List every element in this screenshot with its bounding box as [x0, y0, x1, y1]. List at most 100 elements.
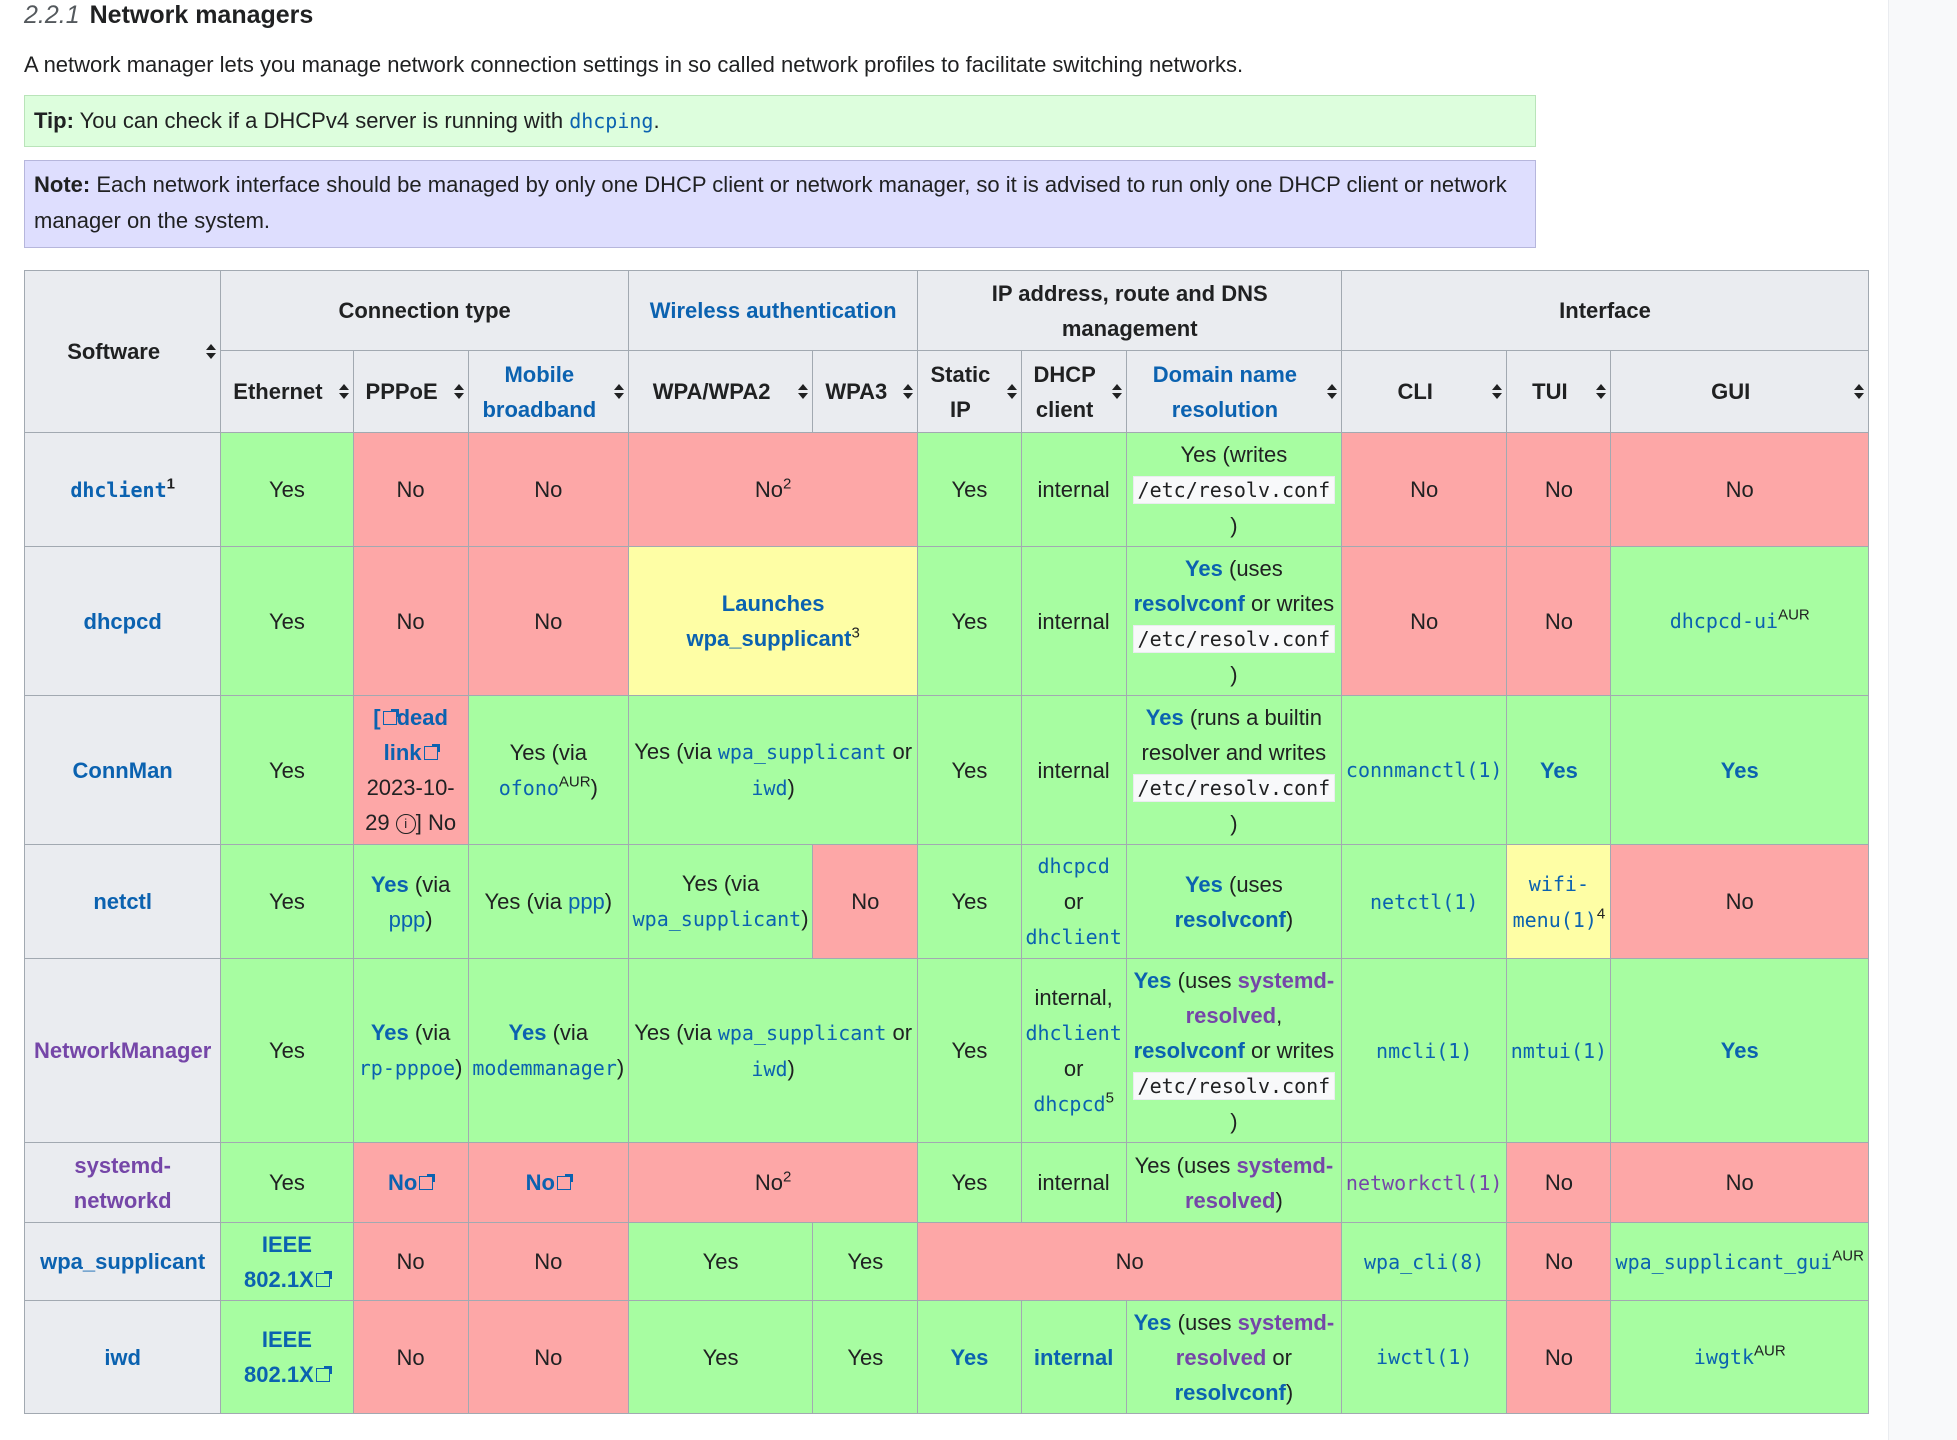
footnote-ref[interactable]: 4 [1596, 905, 1606, 923]
footnote-ref[interactable]: 3 [851, 624, 860, 642]
col-pppoe-header[interactable]: PPPoE [352, 350, 469, 433]
aur-badge[interactable]: AUR [558, 773, 591, 791]
netctl-man-link[interactable]: netctl(1) [1370, 889, 1479, 914]
footnote-ref[interactable]: 2 [783, 475, 792, 493]
aur-badge[interactable]: AUR [1832, 1247, 1864, 1265]
rp-pppoe-link[interactable]: rp-pppoe [358, 1056, 456, 1080]
wpa-cli-link[interactable]: wpa_cli(8) [1363, 1249, 1485, 1274]
sort-icon[interactable] [338, 383, 350, 400]
sort-icon[interactable] [1853, 383, 1865, 400]
cell-gui[interactable]: iwgtkAUR [1610, 1300, 1869, 1414]
footnote-ref[interactable]: 5 [1105, 1089, 1114, 1107]
wpa-supplicant-link[interactable]: wpa_supplicant [717, 1020, 887, 1045]
iwd-link[interactable]: iwd [104, 1344, 141, 1370]
ppp-link[interactable]: ppp [388, 906, 426, 932]
col-dns-header[interactable]: Domain name resolution [1125, 350, 1343, 433]
systemd-resolved-link[interactable]: systemd-resolved [1185, 967, 1335, 1028]
dns-link[interactable]: Domain name resolution [1152, 361, 1297, 422]
col-wpa2-header[interactable]: WPA/WPA2 [627, 350, 814, 433]
resolvconf-link[interactable]: resolvconf [1133, 1037, 1245, 1063]
wifi-menu-link[interactable]: wifi-menu(1) [1512, 871, 1597, 932]
sort-icon[interactable] [1111, 383, 1123, 400]
col-static-ip-header[interactable]: Static IP [917, 350, 1022, 433]
dhclient-link[interactable]: dhclient [1025, 925, 1122, 949]
netctl-link[interactable]: netctl [93, 889, 152, 914]
sort-icon[interactable] [1595, 383, 1607, 400]
dhcpcd-link[interactable]: dhcpcd [1037, 854, 1110, 878]
col-tui-header[interactable]: TUI [1506, 350, 1612, 433]
dhcpcd-link[interactable]: dhcpcd [83, 608, 162, 634]
cell-cli[interactable]: wpa_cli(8) [1341, 1222, 1508, 1301]
software-dhcpcd[interactable]: dhcpcd [23, 546, 222, 696]
cell-gui[interactable]: dhcpcd-uiAUR [1610, 546, 1869, 696]
software-networkd[interactable]: systemd-networkd [23, 1142, 222, 1223]
wpa-supplicant-gui-link[interactable]: wpa_supplicant_gui [1615, 1249, 1833, 1274]
software-netctl[interactable]: netctl [23, 844, 222, 959]
cell-cli[interactable]: iwctl(1) [1341, 1300, 1508, 1414]
nmtui-link[interactable]: nmtui(1) [1510, 1038, 1608, 1063]
sort-icon[interactable] [1491, 383, 1503, 400]
col-dhcp-client-header[interactable]: DHCP client [1020, 350, 1127, 433]
cell-wireless[interactable]: Launches wpa_supplicant3 [627, 546, 919, 696]
col-cli-header[interactable]: CLI [1341, 350, 1508, 433]
col-wpa3-header[interactable]: WPA3 [812, 350, 919, 433]
cell-cli[interactable]: networkctl(1) [1341, 1142, 1508, 1223]
software-networkmanager[interactable]: NetworkManager [23, 958, 222, 1143]
cell-dhcp-client[interactable]: internal [1020, 1300, 1127, 1414]
cell-static-ip[interactable]: Yes [917, 1300, 1022, 1414]
ofono-link[interactable]: ofono [498, 775, 559, 800]
col-ethernet-header[interactable]: Ethernet [220, 350, 354, 433]
cell-cli[interactable]: netctl(1) [1341, 844, 1508, 959]
dhcping-link[interactable]: dhcping [569, 109, 654, 133]
cell-pppoe[interactable]: No [352, 1142, 469, 1223]
footnote-ref[interactable]: 2 [783, 1168, 792, 1186]
sort-icon[interactable] [1006, 383, 1018, 400]
dhclient-link[interactable]: dhclient [1025, 1020, 1122, 1045]
sort-icon[interactable] [797, 383, 809, 400]
sort-icon[interactable] [1326, 383, 1338, 400]
aur-badge[interactable]: AUR [1754, 1342, 1786, 1360]
cell-gui[interactable]: Yes [1610, 695, 1869, 845]
col-mobile-header[interactable]: Mobile broadband [467, 350, 629, 433]
software-dhclient[interactable]: dhclient1 [23, 432, 222, 547]
software-connman[interactable]: ConnMan [23, 695, 222, 845]
cell-cli[interactable]: nmcli(1) [1341, 958, 1508, 1143]
connmanctl-link[interactable]: connmanctl(1) [1345, 758, 1503, 782]
connman-link[interactable]: ConnMan [72, 757, 173, 783]
wpa-supplicant-link[interactable]: wpa_supplicant [632, 907, 802, 931]
cell-ethernet[interactable]: IEEE 802.1X [220, 1222, 354, 1301]
dead-link[interactable]: dead link [383, 705, 448, 765]
networkctl-link[interactable]: networkctl(1) [1345, 1170, 1503, 1195]
info-icon[interactable]: i [395, 814, 416, 835]
cell-gui[interactable]: wpa_supplicant_guiAUR [1610, 1222, 1869, 1301]
iwd-link[interactable]: iwd [751, 776, 788, 800]
wpa-supplicant-link[interactable]: wpa_supplicant [717, 740, 887, 764]
col-gui-header[interactable]: GUI [1610, 350, 1869, 433]
mobile-broadband-link[interactable]: Mobile broadband [482, 361, 597, 422]
wpa-supplicant-link[interactable]: wpa_supplicant [40, 1249, 206, 1274]
footnote-ref[interactable]: 1 [166, 475, 175, 493]
software-wpa-supplicant[interactable]: wpa_supplicant [23, 1222, 222, 1301]
iwgtk-link[interactable]: iwgtk [1693, 1345, 1755, 1369]
wireless-auth-link[interactable]: Wireless authentication [649, 298, 897, 323]
networkmanager-link[interactable]: NetworkManager [34, 1038, 212, 1063]
aur-badge[interactable]: AUR [1778, 606, 1810, 624]
group-wireless-auth[interactable]: Wireless authentication [627, 270, 919, 351]
modemmanager-link[interactable]: modemmanager [472, 1056, 617, 1080]
nmcli-link[interactable]: nmcli(1) [1376, 1038, 1473, 1063]
sort-icon[interactable] [613, 383, 625, 400]
cell-tui[interactable]: nmtui(1) [1506, 958, 1612, 1143]
systemd-resolved-link[interactable]: systemd-resolved [1175, 1309, 1335, 1370]
networkd-link[interactable]: systemd-networkd [73, 1152, 172, 1213]
cell-ethernet[interactable]: IEEE 802.1X [220, 1300, 354, 1414]
dhclient-link[interactable]: dhclient [70, 477, 167, 502]
iwctl-link[interactable]: iwctl(1) [1376, 1345, 1473, 1369]
cell-cli[interactable]: connmanctl(1) [1341, 695, 1508, 845]
resolvconf-link[interactable]: resolvconf [1133, 590, 1245, 616]
dhcpcd-link[interactable]: dhcpcd [1033, 1091, 1106, 1116]
cell-mobile[interactable]: No [467, 1142, 629, 1223]
resolvconf-link[interactable]: resolvconf [1174, 906, 1286, 932]
ppp-link[interactable]: ppp [568, 889, 605, 914]
cell-gui[interactable]: Yes [1610, 958, 1869, 1143]
sort-icon[interactable] [453, 383, 465, 400]
